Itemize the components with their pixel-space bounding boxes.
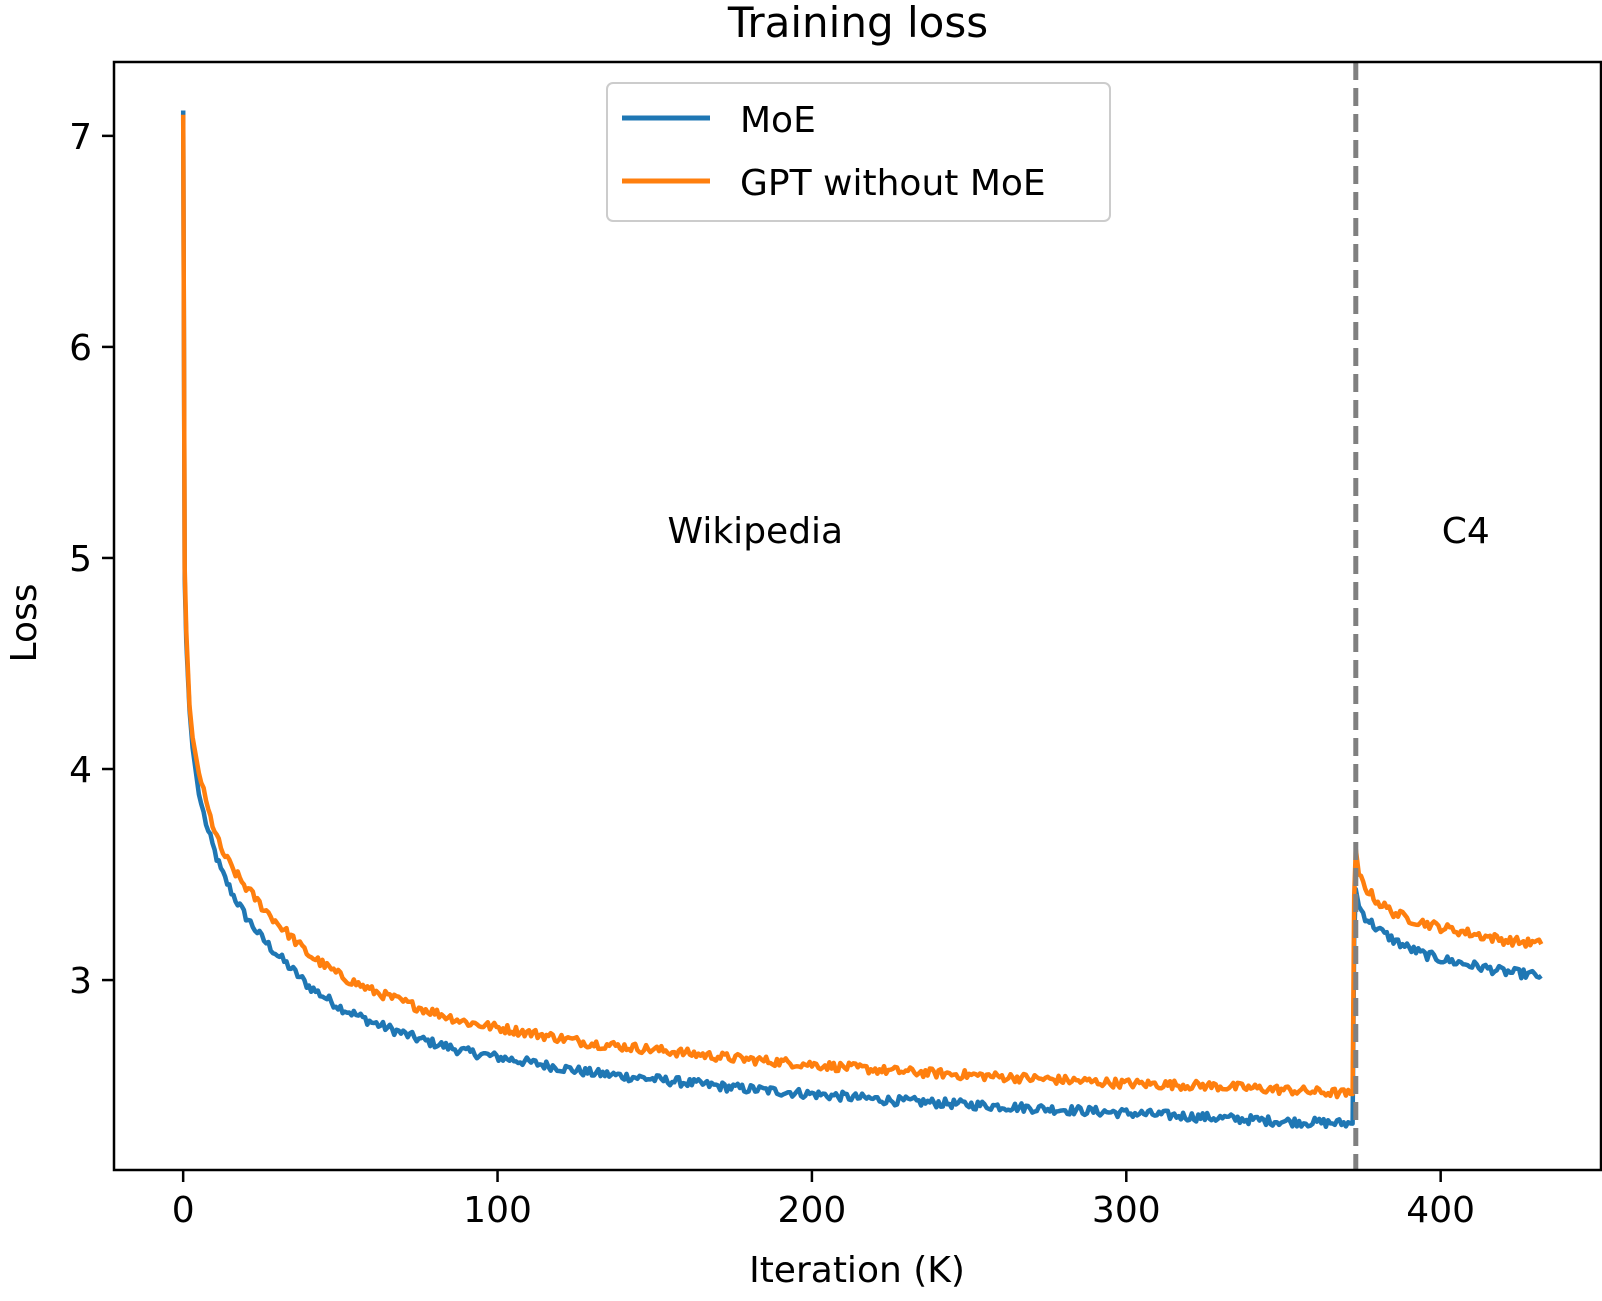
annotation-wikipedia: Wikipedia [668,511,844,552]
y-tick-label: 3 [69,961,92,1002]
legend-box [606,82,1111,222]
y-tick-label: 5 [69,539,92,580]
x-tick-label: 300 [1092,1190,1161,1231]
legend-label-gpt-without-moe: GPT without MoE [740,163,1046,204]
chart-title: Training loss [727,0,988,47]
legend: MoE GPT without MoE [606,82,1111,222]
y-tick-label: 7 [69,117,92,158]
y-tick-label: 6 [69,328,92,369]
annotation-c4: C4 [1442,511,1490,552]
x-tick-label: 100 [463,1190,532,1231]
x-axis-label: Iteration (K) [749,1250,965,1291]
series-line-moe [180,110,1543,1130]
legend-label-moe: MoE [740,100,816,141]
x-axis-ticks: 0 100 200 300 400 [172,1170,1475,1231]
x-tick-label: 200 [778,1190,847,1231]
y-tick-label: 4 [69,750,92,791]
x-tick-label: 400 [1406,1190,1475,1231]
y-axis-ticks: 3 4 5 6 7 [69,117,114,1002]
series-line-gpt-without-moe [180,114,1544,1100]
series-layer [180,110,1544,1130]
y-axis-label: Loss [4,584,45,663]
plot-frame [112,60,1602,1172]
x-tick-label: 0 [172,1190,195,1231]
